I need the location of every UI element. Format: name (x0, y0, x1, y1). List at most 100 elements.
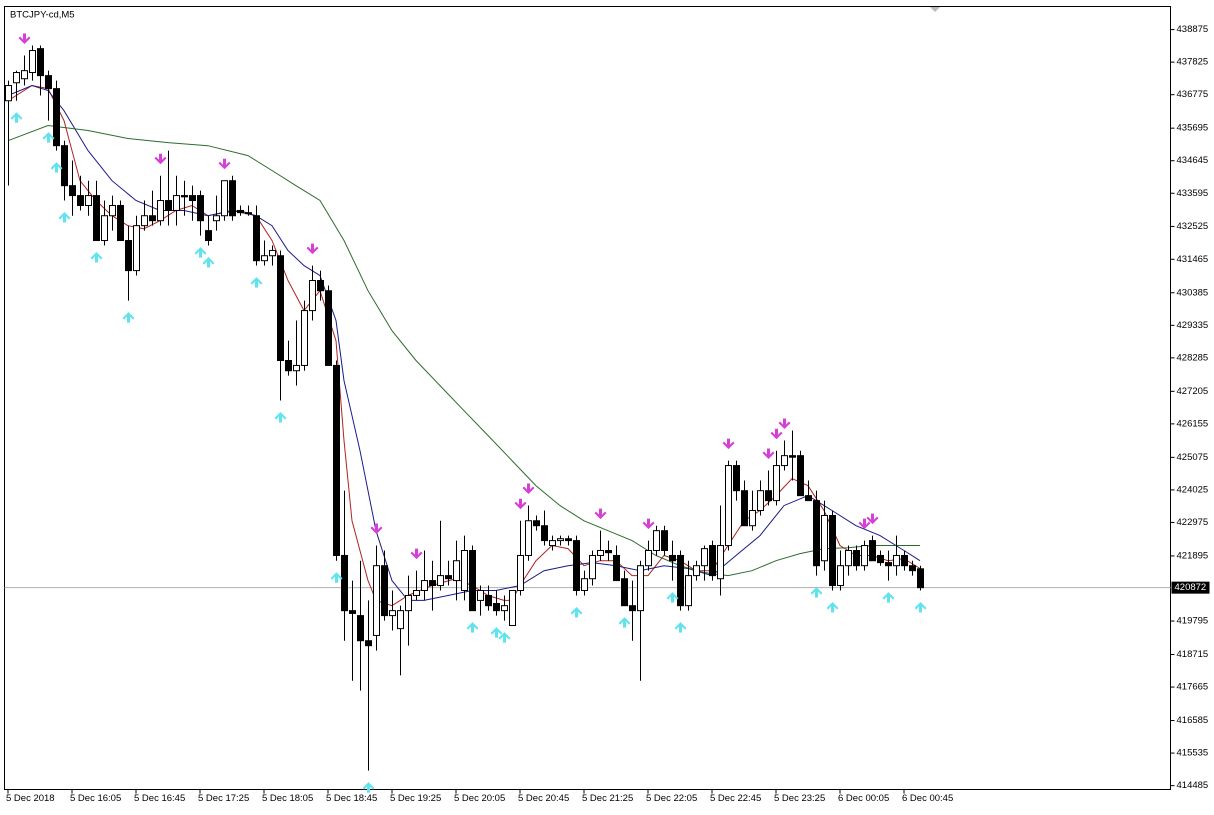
candle-body (117, 205, 124, 242)
y-tick-label: 431465 (1177, 254, 1209, 265)
shift-marker (930, 7, 940, 12)
candle-body (725, 465, 732, 547)
candle-body (853, 550, 860, 567)
arrow-up (330, 572, 343, 583)
candle-body (557, 538, 564, 542)
candle-body (157, 200, 164, 222)
candle-body (637, 565, 644, 612)
candle-body (789, 455, 796, 458)
candle-body (565, 538, 572, 542)
y-tick-label: 427205 (1177, 386, 1209, 397)
arrow-down (306, 243, 319, 255)
plot-frame (4, 6, 1171, 790)
candle-body (485, 594, 492, 607)
candle-body (669, 554, 676, 562)
arrow-up (42, 132, 55, 143)
candle-body (253, 215, 260, 262)
arrow-up (202, 256, 215, 268)
x-tick-label: 5 Dec 21:25 (582, 793, 633, 804)
candle-body (77, 195, 84, 207)
candle-body (445, 575, 452, 580)
arrow-down (522, 483, 535, 495)
x-tick-label: 5 Dec 16:45 (134, 793, 185, 804)
candle-body (13, 72, 20, 84)
candle-body (101, 215, 108, 242)
candle-body (501, 605, 508, 612)
candle-body (341, 554, 348, 612)
y-tick-label: 418715 (1177, 649, 1209, 660)
candle-body (741, 490, 748, 527)
y-tick-label: 415535 (1177, 748, 1209, 759)
candle-body (141, 215, 148, 227)
y-tick-label: 424025 (1177, 484, 1209, 495)
candle-body (917, 568, 924, 589)
y-tick-label: 435695 (1177, 123, 1209, 134)
candle-body (909, 565, 916, 572)
arrow-up (50, 162, 63, 173)
candle-body (373, 565, 380, 636)
candle-body (493, 603, 500, 612)
candle-body (277, 255, 284, 361)
candle-body (517, 554, 524, 591)
candle-body (829, 514, 836, 587)
arrow-up (90, 252, 103, 263)
candle-body (837, 565, 844, 587)
candle-body (901, 554, 908, 567)
candle-body (421, 580, 428, 591)
y-tick-label: 429335 (1177, 320, 1209, 331)
candle-body (269, 249, 276, 257)
y-tick-label: 419795 (1177, 616, 1209, 627)
candle-body (893, 554, 900, 567)
x-tick-label: 5 Dec 18:05 (262, 793, 313, 804)
x-tick-label: 5 Dec 20:05 (454, 793, 505, 804)
candle-body (125, 240, 132, 272)
candle-body (317, 280, 324, 292)
arrow-down (410, 548, 423, 560)
x-tick-label: 5 Dec 16:05 (70, 793, 121, 804)
candle-body (765, 490, 772, 502)
candle-body (93, 195, 100, 242)
candle-body (197, 195, 204, 222)
arrow-up (810, 587, 823, 598)
arrow-down (514, 498, 527, 510)
candle-body (405, 594, 412, 612)
arrow-up (490, 627, 503, 638)
candle-body (821, 514, 828, 562)
candle-body (189, 195, 196, 202)
y-tick-label: 430385 (1177, 287, 1209, 298)
candle-body (389, 610, 396, 617)
candle-body (413, 589, 420, 596)
price-label-box (1171, 581, 1210, 594)
arrow-down (762, 448, 775, 460)
candle-body (477, 589, 484, 601)
arrow-up (362, 782, 375, 793)
candle-body (285, 359, 292, 372)
candle-body (813, 500, 820, 567)
arrow-up (10, 112, 23, 123)
candle-body (509, 589, 516, 627)
candle-body (845, 550, 852, 567)
x-tick-label: 5 Dec 18:45 (326, 793, 377, 804)
candle-body (701, 548, 708, 567)
candle-body (621, 578, 628, 607)
candle-body (453, 560, 460, 582)
arrow-up (666, 592, 679, 603)
candle-body (397, 610, 404, 630)
arrow-up (250, 277, 263, 288)
arrow-down (858, 518, 871, 530)
candle-body (653, 530, 660, 552)
x-tick-label: 5 Dec 23:25 (774, 793, 825, 804)
candle-body (61, 145, 68, 187)
candle-body (325, 290, 332, 366)
candle-body (301, 310, 308, 366)
candle-body (757, 490, 764, 512)
arrow-down (866, 513, 879, 525)
candle-body (165, 200, 172, 211)
candle-body (333, 364, 340, 556)
x-tick-label: 5 Dec 20:45 (518, 793, 569, 804)
candle-body (885, 562, 892, 567)
candle-body (53, 88, 60, 147)
candle-body (229, 180, 236, 217)
